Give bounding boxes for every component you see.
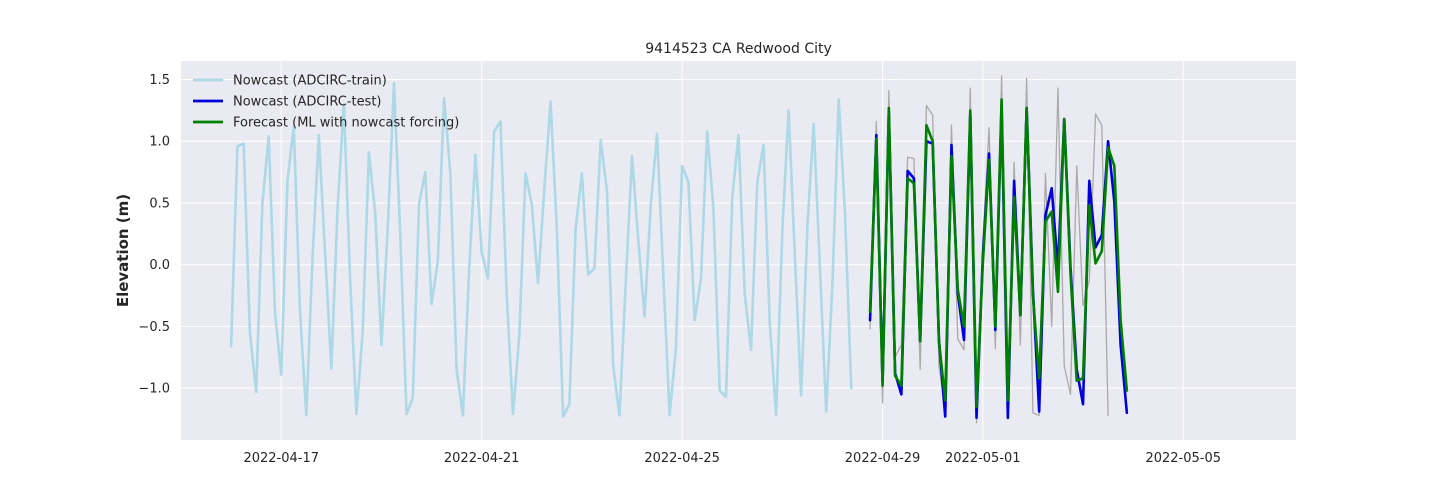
legend-label: Forecast (ML with nowcast forcing) (233, 116, 459, 131)
y-tick-label: 0.0 (149, 258, 170, 273)
y-tick-label: −1.0 (138, 382, 170, 397)
legend-label: Nowcast (ADCIRC-test) (233, 95, 382, 110)
legend: Nowcast (ADCIRC-train) Nowcast (ADCIRC-te… (193, 74, 459, 131)
y-axis: −1.0 −0.5 0.0 0.5 1.0 1.5 (138, 73, 170, 397)
plot-area (181, 61, 1296, 440)
y-axis-label: Elevation (m) (114, 194, 132, 307)
x-axis: 2022-04-17 2022-04-21 2022-04-25 2022-04-29… (243, 451, 1221, 466)
x-tick-label: 2022-05-01 (945, 451, 1021, 466)
x-tick-label: 2022-04-25 (644, 451, 720, 466)
y-tick-label: 1.5 (149, 73, 170, 88)
x-tick-label: 2022-04-29 (845, 451, 921, 466)
y-tick-label: 0.5 (149, 196, 170, 211)
chart-title: 9414523 CA Redwood City (645, 41, 832, 57)
series-layer (229, 75, 1129, 424)
x-tick-label: 2022-04-21 (444, 451, 520, 466)
series-line-3 (868, 97, 1129, 408)
series-line-0 (869, 75, 1109, 424)
legend-label: Nowcast (ADCIRC-train) (233, 74, 387, 89)
y-tick-label: −0.5 (138, 320, 170, 335)
y-tick-label: 1.0 (149, 135, 170, 150)
series-line-1 (229, 81, 853, 418)
x-tick-label: 2022-04-17 (243, 451, 319, 466)
x-tick-label: 2022-05-05 (1145, 451, 1221, 466)
